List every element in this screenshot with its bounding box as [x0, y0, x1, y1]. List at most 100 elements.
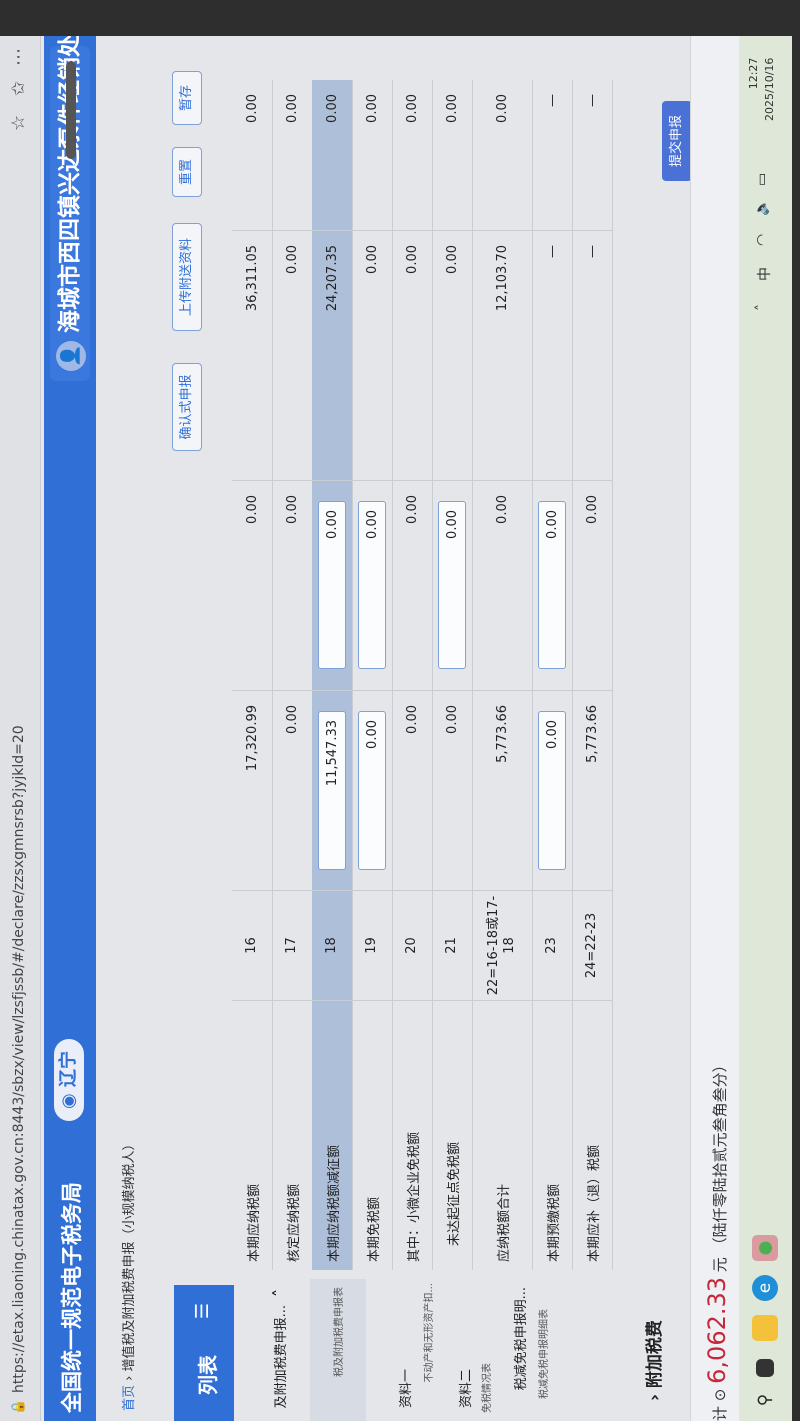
value-cell[interactable]: 0.00: [352, 480, 392, 690]
star-icon[interactable]: ☆: [8, 114, 29, 131]
cell-text: 24,207.35: [324, 245, 340, 312]
clock[interactable]: 12:27 2025/10/16: [746, 58, 778, 121]
cell-text: —: [544, 94, 560, 107]
volume-icon[interactable]: 🔈: [754, 198, 770, 216]
region-label: 辽宁: [58, 1051, 79, 1088]
cell-text: 核定应纳税额: [286, 1183, 302, 1262]
value-cell[interactable]: 0.00: [432, 480, 472, 690]
region-selector[interactable]: ◉ 辽宁: [54, 1039, 84, 1121]
value-cell: 0.00: [312, 80, 352, 230]
browser-address-bar[interactable]: 🔒 https://etax.liaoning.chinatax.gov.cn:…: [0, 0, 41, 1421]
value-cell: 17,320.99: [232, 690, 272, 890]
value-cell[interactable]: 0.00: [312, 480, 352, 690]
surcharge-section-header[interactable]: › 附加税费: [640, 1320, 665, 1401]
reset-button[interactable]: 重置: [172, 147, 202, 197]
value-cell: 0.00: [572, 480, 612, 690]
value-cell: 0.00: [392, 690, 432, 890]
sidebar-item-reduction[interactable]: 税减免税申报明...: [510, 1279, 529, 1421]
total-label: 计: [711, 1405, 729, 1421]
file-explorer-icon[interactable]: [752, 1315, 778, 1341]
favorites-icon[interactable]: ✩: [8, 80, 29, 96]
sidebar-item-label: 税及附加税费申报表: [334, 1287, 345, 1377]
total-footer: 计 ⊙ 6,062.33 元 （陆仟零陆拾贰元叁角叁分）: [690, 36, 739, 1421]
value-cell: —: [532, 80, 572, 230]
confirm-declare-button[interactable]: 确认式申报: [172, 363, 202, 451]
cell-text: —: [544, 245, 560, 258]
sidebar-item-declaration-form[interactable]: 税及附加税费申报表: [330, 1279, 345, 1421]
save-draft-button[interactable]: 暂存: [172, 71, 202, 125]
wifi-icon[interactable]: ◠: [754, 233, 770, 246]
value-cell: 0.00: [432, 80, 472, 230]
table-row: 应纳税额合计 22=16-18或17-18 5,773.66 0.00 12,103.7…: [472, 80, 533, 1270]
row-number-cell: 19: [352, 890, 392, 1000]
row-number-cell: 17: [272, 890, 312, 1000]
cell-text: 0.00: [444, 245, 460, 274]
table-row: 本期应补（退）税额 24=22-23 5,773.66 0.00 — —: [572, 80, 613, 1270]
value-cell: 0.00: [232, 80, 272, 230]
cell-text: 17,320.99: [244, 705, 260, 772]
ime-indicator[interactable]: 中: [757, 267, 773, 281]
amount-input[interactable]: 0.00: [318, 501, 346, 669]
sidebar-item-attachment-1[interactable]: 资料一: [395, 1279, 414, 1421]
amount-input[interactable]: 0.00: [358, 501, 386, 669]
value-cell: 12,103.70: [472, 230, 532, 480]
cell-text: 应纳税额合计: [496, 1183, 512, 1262]
row-label-cell: 核定应纳税额: [272, 1000, 312, 1270]
cell-text: 0.00: [404, 94, 420, 123]
submit-declaration-button[interactable]: 提交申报: [662, 101, 692, 181]
sidebar-item-attachment-2[interactable]: 资料二: [455, 1279, 474, 1421]
section-title: 附加税费: [645, 1320, 665, 1389]
lock-icon: 🔒: [11, 1398, 26, 1415]
row-label-cell: 其中：小微企业免税额: [392, 1000, 432, 1270]
tray-expand-icon[interactable]: ˄: [754, 304, 770, 311]
cell-text: 5,773.66: [584, 705, 600, 763]
edge-browser-icon[interactable]: e: [752, 1275, 778, 1301]
value-cell[interactable]: 0.00: [532, 690, 572, 890]
cell-text: 0.00: [494, 94, 510, 123]
breadcrumb-home[interactable]: 首页: [122, 1384, 137, 1411]
cell-text: 本期免税额: [366, 1196, 382, 1262]
tax-app-icon[interactable]: ●: [752, 1235, 778, 1261]
task-view-icon[interactable]: [756, 1359, 774, 1377]
sidebar-item-reduction-sub[interactable]: 税减免税申报明细表: [535, 1279, 550, 1421]
user-avatar-icon: 👤: [55, 341, 86, 371]
sidebar-item-main-form[interactable]: 及附加税费申报... ˄: [270, 1279, 289, 1421]
location-icon: ◉: [58, 1087, 79, 1109]
horizontal-scrollbar[interactable]: [66, 61, 76, 159]
sidebar-item-attachment-1-sub[interactable]: 不动产和无形资产扣...: [420, 1279, 435, 1421]
search-icon[interactable]: ⚲: [755, 1393, 775, 1407]
value-cell[interactable]: 0.00: [532, 480, 572, 690]
menu-icon[interactable]: ☰: [192, 1303, 213, 1320]
cell-text: 0.00: [584, 495, 600, 524]
amount-input[interactable]: 11,547.33: [318, 711, 346, 871]
battery-icon[interactable]: ▭: [754, 172, 770, 186]
sidebar-item-attachment-2-sub[interactable]: 免税情况表: [478, 1279, 493, 1421]
cell-text: 0.00: [494, 495, 510, 524]
url-text[interactable]: https://etax.liaoning.chinatax.gov.cn:84…: [11, 725, 27, 1393]
value-cell: 0.00: [392, 480, 432, 690]
clock-time: 12:27: [747, 57, 760, 90]
value-cell: 0.00: [232, 480, 272, 690]
cell-text: 0.00: [364, 245, 380, 274]
breadcrumb: 首页 › 增值税及附加税费申报（小规模纳税人）: [118, 1137, 137, 1411]
site-title[interactable]: 全国统一规范电子税务局: [60, 1182, 84, 1413]
amount-input[interactable]: 0.00: [538, 711, 566, 871]
value-cell: 0.00: [392, 80, 432, 230]
screen-bezel: [0, 0, 800, 36]
upload-attachment-button[interactable]: 上传附送资料: [172, 223, 202, 331]
sidebar-header: 列表 ☰: [174, 1285, 234, 1421]
row-number-cell: 21: [432, 890, 472, 1000]
more-icon[interactable]: ⋯: [8, 48, 29, 66]
value-cell[interactable]: 11,547.33: [312, 690, 352, 890]
value-cell: 0.00: [272, 80, 312, 230]
amount-input[interactable]: 0.00: [538, 501, 566, 669]
amount-input[interactable]: 0.00: [358, 711, 386, 871]
cell-text: 本期预缴税额: [546, 1183, 562, 1262]
value-cell: 0.00: [352, 230, 392, 480]
amount-input[interactable]: 0.00: [438, 501, 466, 669]
cell-text: 24=22-23: [584, 912, 599, 979]
table-row: 核定应纳税额 17 0.00 0.00 0.00 0.00: [272, 80, 313, 1270]
cell-text: 0.00: [404, 705, 420, 734]
value-cell[interactable]: 0.00: [352, 690, 392, 890]
